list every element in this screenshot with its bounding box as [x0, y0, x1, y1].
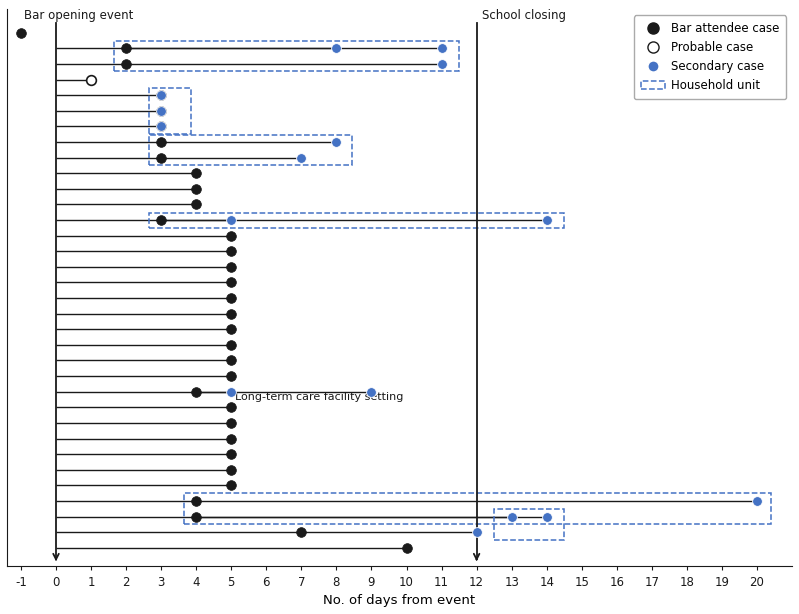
X-axis label: No. of days from event: No. of days from event: [324, 594, 475, 607]
Text: Bar opening event: Bar opening event: [25, 9, 134, 22]
Legend: Bar attendee case, Probable case, Secondary case, Household unit: Bar attendee case, Probable case, Second…: [634, 15, 786, 99]
Text: Long-term care facility setting: Long-term care facility setting: [235, 392, 403, 402]
Text: School closing: School closing: [482, 9, 566, 22]
